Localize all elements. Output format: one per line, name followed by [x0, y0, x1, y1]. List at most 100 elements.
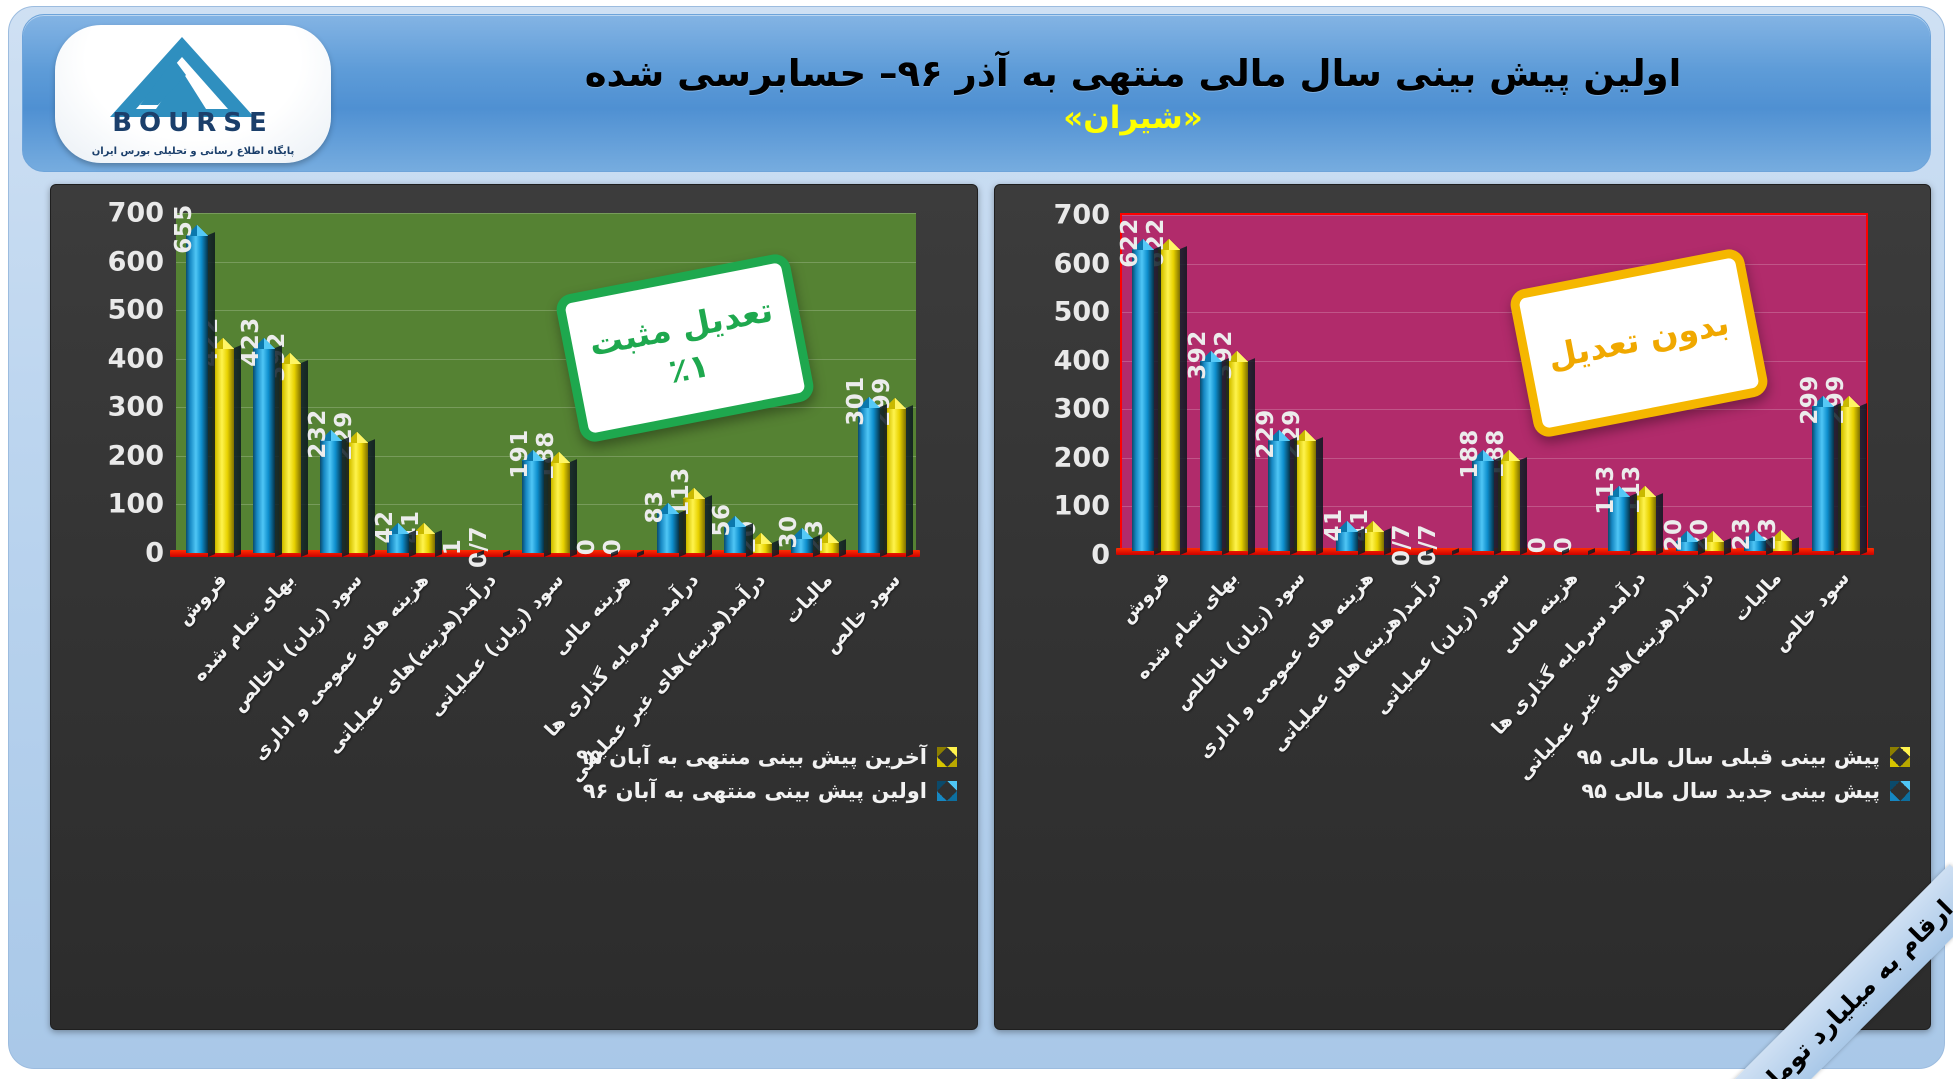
bar-cap [1294, 429, 1316, 441]
legend-swatch-series1-icon [1890, 747, 1910, 767]
x-axis-category-label: فروش [1115, 567, 1175, 628]
bar-value-label: 83 [641, 490, 668, 524]
gridline [176, 213, 916, 214]
bar-side [1834, 402, 1841, 555]
bar-value-label: 299 [1797, 375, 1823, 425]
bar-cap [884, 397, 907, 409]
bar-series2: 232 [305, 410, 350, 557]
bar-body [1336, 531, 1358, 551]
bar-group: 113 83 [642, 213, 712, 557]
bar-series2: 392 [1185, 330, 1229, 555]
bar-value-label: 188 [1457, 428, 1483, 479]
bar-body [1294, 439, 1316, 551]
bar-cap [1608, 486, 1630, 498]
bar-body [884, 407, 907, 553]
bar-cap [1336, 521, 1358, 533]
bar-side [1792, 537, 1799, 555]
bar-side [880, 403, 888, 557]
bar-value-label: 0 [574, 538, 601, 556]
bar-group: 392423 [238, 213, 308, 557]
logo: BOURSE پایگاه اطلاع رسانی و تحلیلی بورس … [55, 25, 331, 163]
bar-body [858, 406, 881, 553]
y-axis-tick-label: 400 [107, 343, 164, 375]
bar-body [1268, 439, 1290, 551]
bar-series1: 622 [1143, 218, 1187, 555]
bar-series2: 30 [776, 516, 821, 557]
bar-value-label: 0/7 [1389, 523, 1415, 566]
bar-cap [656, 502, 679, 514]
bar-series1: 229 [331, 411, 376, 557]
y-axis-tick-label: 0 [1091, 539, 1110, 571]
bar-group: 229 229 [1253, 215, 1323, 555]
bar-side [1860, 402, 1867, 555]
header-bar: BOURSE پایگاه اطلاع رسانی و تحلیلی بورس … [22, 14, 1931, 172]
y-axis-tick-label: 500 [1053, 296, 1110, 328]
legend-label-series1: آخرین پیش بینی منتهی به آبان ۹۵ [576, 745, 927, 769]
bar-series1: 20 [1687, 519, 1731, 555]
bar-group: 622 622 [1117, 215, 1187, 555]
bar-value-label: 20 [1661, 518, 1687, 552]
bar-series2: 83 [642, 490, 686, 557]
legend-item: پیش بینی قبلی سال مالی ۹۵ [1013, 745, 1910, 769]
bar-body [1702, 541, 1724, 551]
bar-body [252, 347, 275, 553]
bar-cap [1200, 350, 1222, 362]
bar-series1: 299 [869, 377, 914, 557]
bar-cap [1676, 531, 1698, 543]
bar-side [274, 344, 282, 557]
bar-cap [211, 338, 234, 350]
legend-swatch-series1-icon [937, 747, 957, 767]
bar-series2: 301 [843, 376, 888, 557]
bar-series1: 188 [1483, 429, 1527, 555]
bar-value-label: 42 [372, 510, 399, 544]
title-block: اولین پیش بینی سال مالی منتهی به آذر ۹۶–… [353, 31, 1913, 157]
bar-body [1472, 459, 1494, 551]
legend-item: اولین پیش بینی منتهی به آبان ۹۶ [69, 779, 957, 803]
legend-label-series2: اولین پیش بینی منتهی به آبان ۹۶ [582, 779, 927, 803]
bar-cap [1268, 429, 1290, 441]
gridline [176, 407, 916, 409]
bar-value-label: 0/7 [465, 525, 492, 568]
bar-side [544, 457, 551, 557]
gridline [176, 310, 916, 312]
bar-cap [791, 528, 814, 540]
bar-group: 422 655 [171, 204, 241, 557]
bar-body [749, 543, 772, 553]
legend-right: پیش بینی قبلی سال مالی ۹۵ پیش بینی جدید … [1013, 745, 1910, 813]
bar-series2: 188 [1457, 429, 1501, 555]
bar-body [1744, 539, 1766, 551]
y-axis-tick-label: 400 [1053, 345, 1110, 377]
bar-group: 299 299 [1797, 215, 1867, 555]
bar-side [813, 535, 821, 557]
bar-series1: 113 [1619, 465, 1663, 555]
bar-value-label: 0 [1525, 536, 1551, 554]
bar-cap [278, 352, 301, 364]
gridline [176, 455, 916, 457]
bar-cap [682, 488, 705, 500]
page-title: اولین پیش بینی سال مالی منتهی به آذر ۹۶–… [584, 51, 1682, 95]
bar-body [548, 461, 570, 553]
bar-value-label: 655 [170, 204, 197, 254]
y-axis-tick-label: 200 [1053, 442, 1110, 474]
x-axis-category-label: مالیات [1729, 567, 1787, 626]
bar-side [1290, 436, 1297, 555]
bar-body [1498, 459, 1520, 551]
bar-group: 188 191 [507, 213, 577, 557]
bar-body [1838, 405, 1860, 551]
bar-series1: 392 [1211, 330, 1255, 555]
bar-value-label: 56 [708, 503, 735, 537]
bar-body [211, 348, 234, 553]
bar-cap [1838, 395, 1860, 407]
bar-side [207, 232, 215, 557]
bar-side [1494, 456, 1501, 555]
bar-value-label: 113 [1593, 465, 1619, 515]
bar-cap [346, 431, 369, 443]
bar-value-label: 41 [1321, 508, 1347, 542]
bar-cap [387, 522, 410, 534]
y-axis-tick-label: 700 [107, 197, 164, 229]
bar-cap [1226, 350, 1248, 362]
bar-cap [1498, 449, 1520, 461]
bar-value-label: 0/7 [1415, 523, 1441, 566]
x-axis-category-label: سود (زیان) ناخالص [227, 569, 367, 717]
